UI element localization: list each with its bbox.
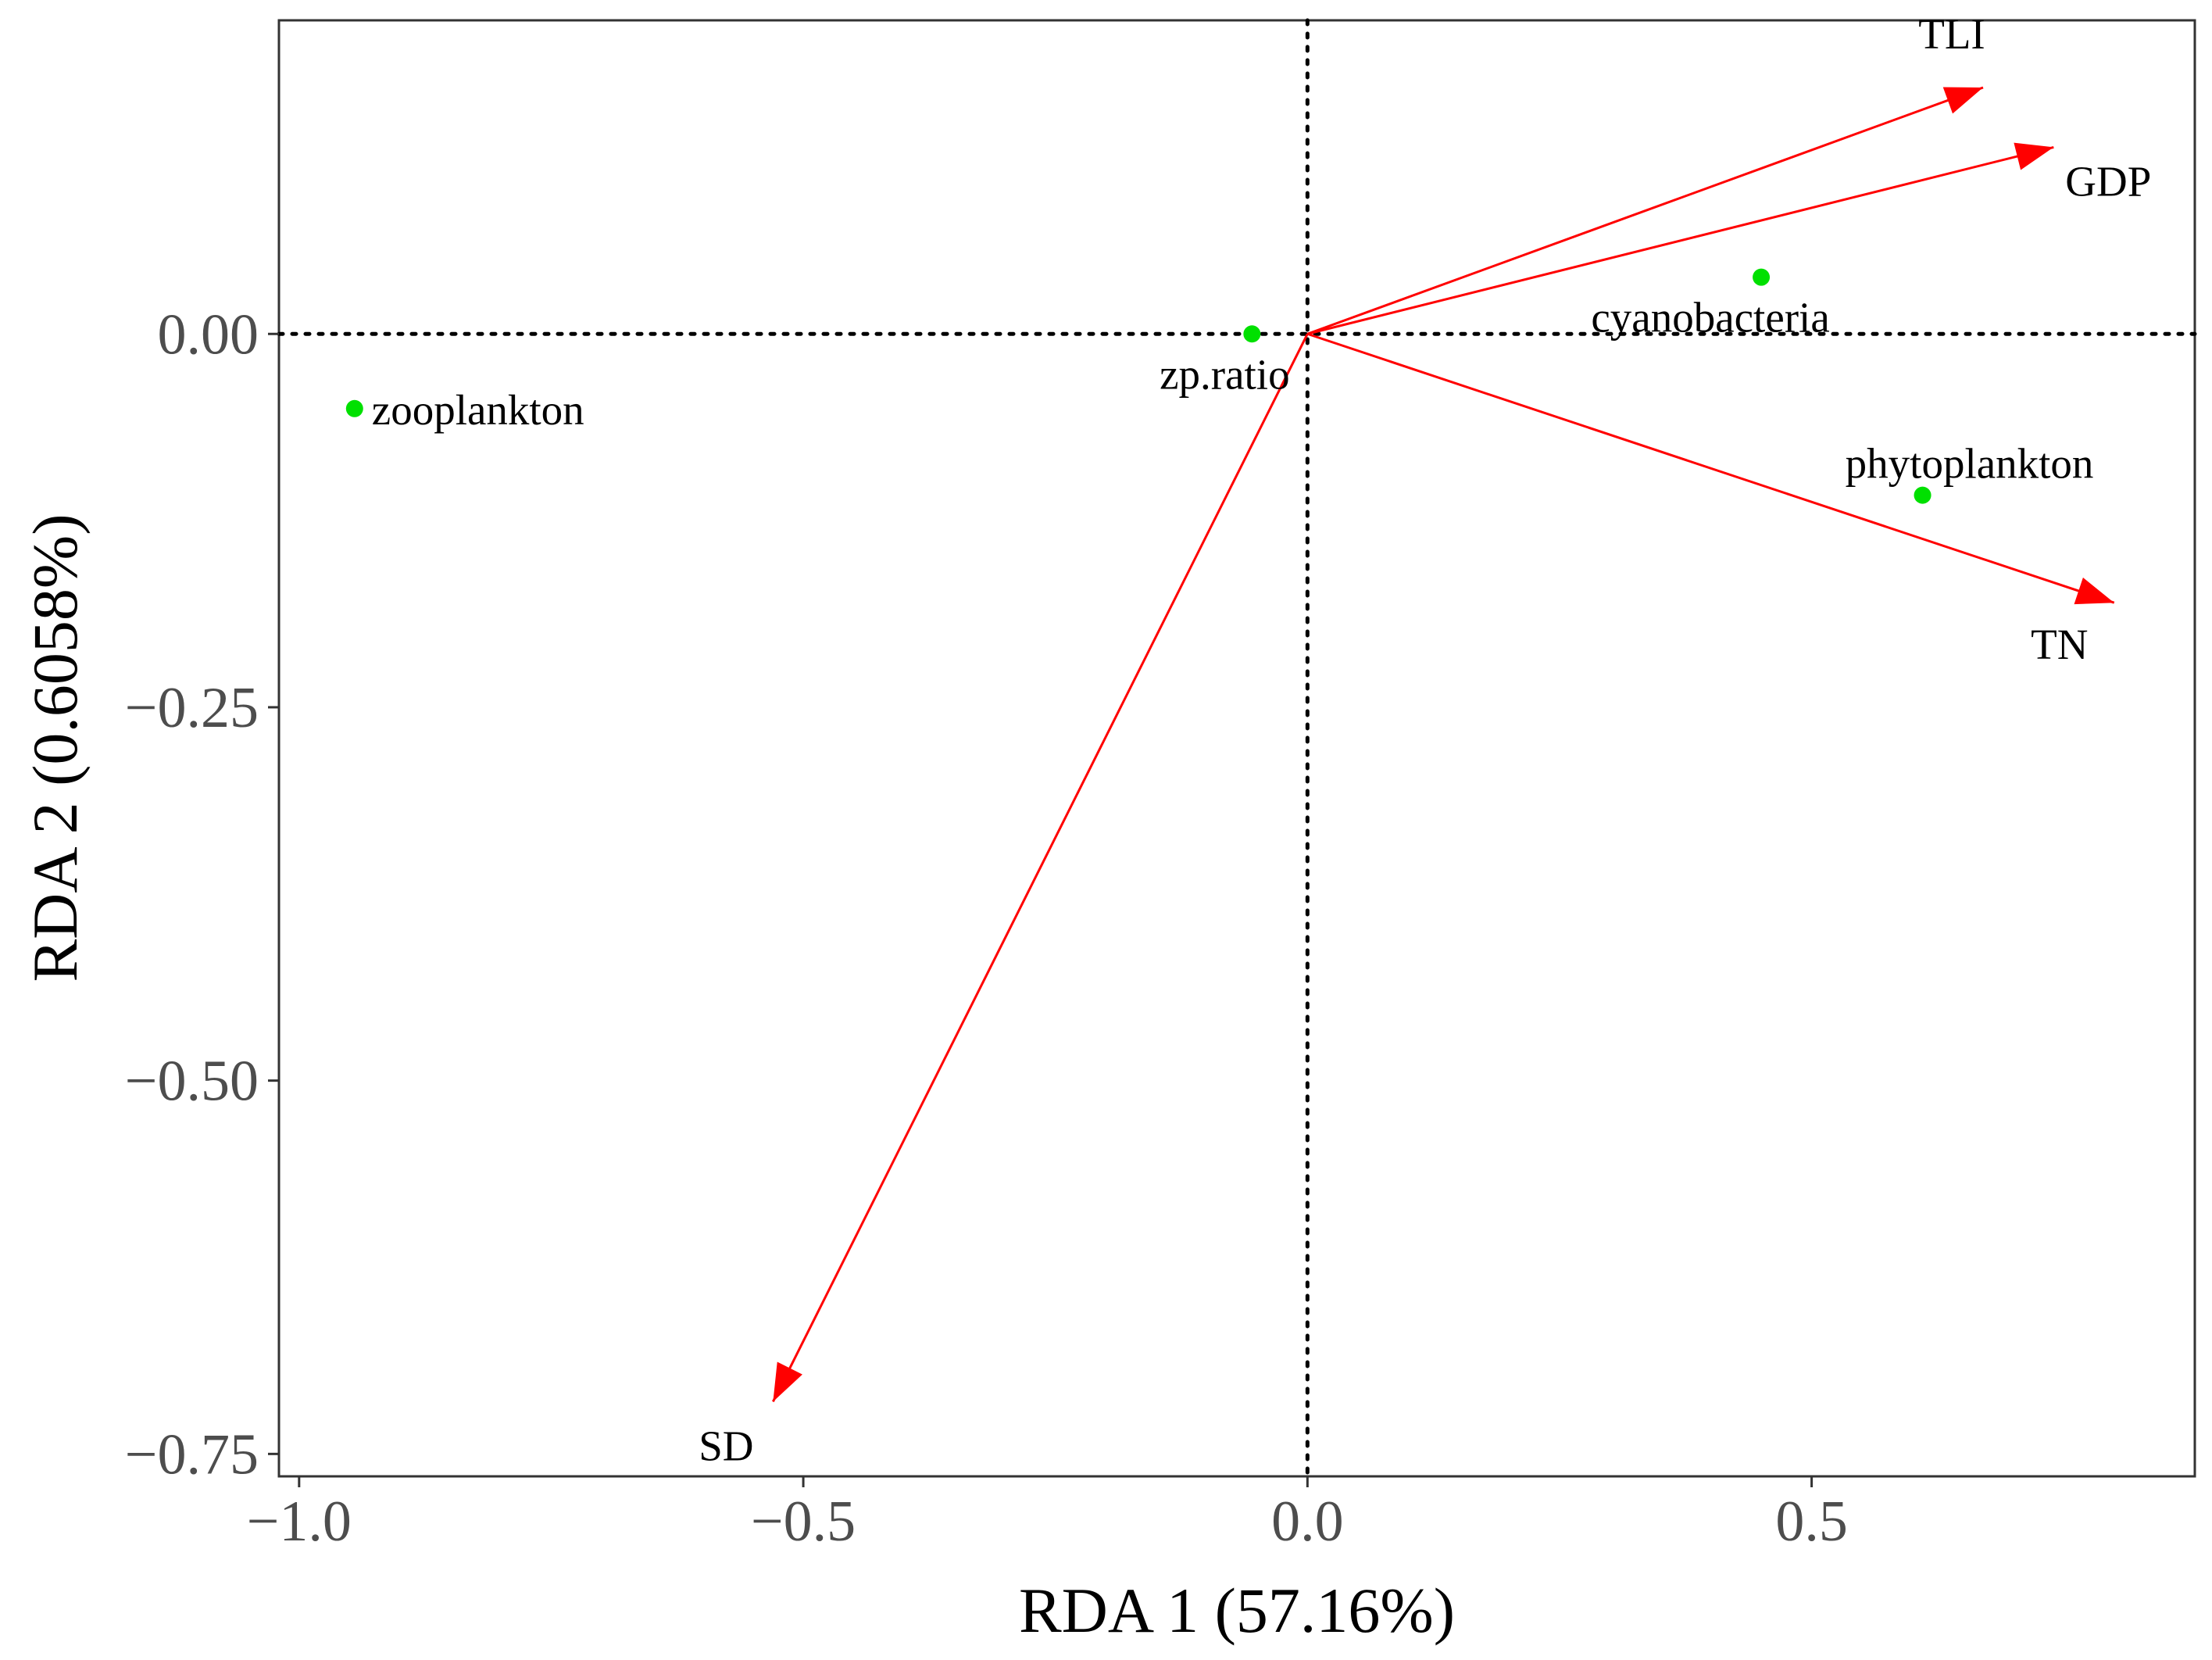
- arrowhead-sd: [773, 1361, 802, 1402]
- vector-label-tn: TN: [2031, 621, 2088, 668]
- arrowhead-tli: [1942, 87, 1983, 114]
- vector-label-sd: SD: [699, 1422, 753, 1469]
- y-tick-label: −0.50: [125, 1050, 259, 1114]
- x-tick-label: 0.0: [1271, 1490, 1344, 1554]
- point-label-zooplankton: zooplankton: [372, 386, 584, 434]
- point-label-zp-ratio: zp.ratio: [1160, 350, 1289, 398]
- arrowhead-gdp: [2014, 142, 2054, 170]
- plot-panel: [277, 19, 2196, 1478]
- arrow-tli: [1306, 86, 1984, 335]
- y-tick-label: 0.00: [158, 302, 259, 367]
- point-phytoplankton: [1914, 486, 1931, 504]
- arrowhead-tn: [2074, 577, 2114, 605]
- x-tick-label: 0.5: [1775, 1490, 1848, 1554]
- x-tick-label: −1.0: [247, 1490, 352, 1554]
- y-tick-label: −0.25: [125, 676, 259, 740]
- vector-label-gdp: GDP: [2065, 157, 2151, 205]
- y-tick-label: −0.75: [125, 1422, 259, 1486]
- arrow-sd: [772, 333, 1309, 1403]
- point-cyanobacteria: [1753, 268, 1771, 286]
- x-axis-title: RDA 1 (57.16%): [1019, 1575, 1455, 1646]
- vector-label-tli: TLI: [1918, 10, 1985, 58]
- point-zooplankton: [345, 399, 363, 417]
- arrow-tn: [1306, 332, 2115, 604]
- y-axis-title: RDA 2 (0.6058%): [20, 513, 91, 982]
- point-zp-ratio: [1243, 325, 1261, 343]
- point-label-phytoplankton: phytoplankton: [1846, 440, 2094, 488]
- arrow-gdp: [1306, 145, 2054, 335]
- x-tick-label: −0.5: [751, 1490, 856, 1554]
- point-label-cyanobacteria: cyanobacteria: [1591, 294, 1829, 342]
